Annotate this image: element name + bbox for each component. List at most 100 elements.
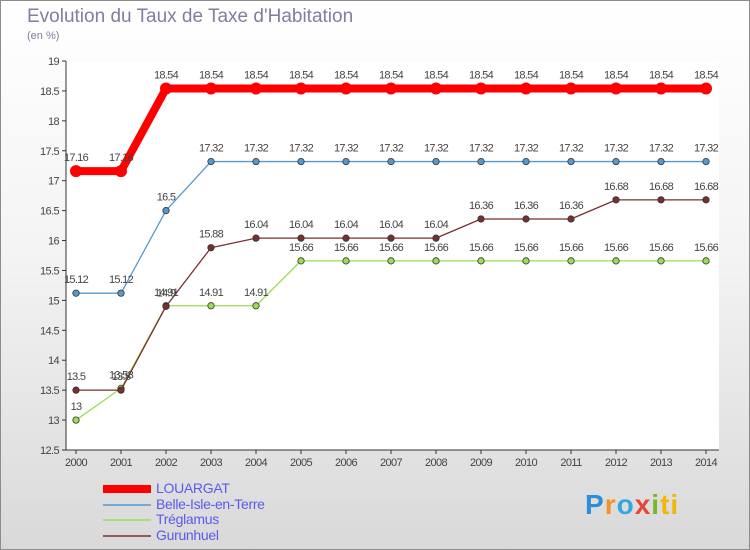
data-label-0: 18.54 <box>469 70 494 82</box>
data-label-1: 17.32 <box>334 143 359 155</box>
series-point-0 <box>565 82 577 95</box>
x-tick-label: 2014 <box>695 457 718 469</box>
data-label-0: 18.54 <box>199 70 224 82</box>
x-tick-label: 2006 <box>335 457 358 469</box>
series-point-1 <box>432 157 440 166</box>
plot-area <box>66 61 719 450</box>
y-tick-label: 17 <box>48 176 60 188</box>
series-point-3 <box>207 244 215 252</box>
series-point-1 <box>702 157 710 166</box>
data-label-1: 17.32 <box>379 143 404 155</box>
series-point-2 <box>207 302 215 310</box>
data-label-2: 15.66 <box>469 242 494 254</box>
data-label-3: 13.5 <box>67 371 86 383</box>
series-point-3 <box>72 386 80 394</box>
data-label-2: 14.91 <box>199 287 224 299</box>
series-point-0 <box>295 82 307 95</box>
data-label-1: 15.12 <box>109 274 134 286</box>
series-point-2 <box>702 257 710 265</box>
data-label-0: 18.54 <box>694 70 719 82</box>
data-label-2: 14.91 <box>154 287 179 299</box>
data-label-0: 18.54 <box>334 70 359 82</box>
y-tick-label: 13 <box>48 415 60 427</box>
data-label-1: 17.32 <box>514 143 539 155</box>
x-tick-label: 2004 <box>245 457 268 469</box>
chart-subtitle: (en %) <box>27 30 60 42</box>
series-point-3 <box>387 234 395 242</box>
chart-title: Evolution du Taux de Taxe d'Habitation <box>27 6 354 27</box>
legend-label-3: Gurunhuel <box>156 527 219 543</box>
data-label-2: 15.66 <box>424 242 449 254</box>
x-tick-label: 2007 <box>380 457 403 469</box>
data-label-3: 16.68 <box>694 181 719 193</box>
x-tick-label: 2009 <box>470 457 493 469</box>
y-tick-label: 18.5 <box>40 86 59 98</box>
series-point-3 <box>297 234 305 242</box>
series-point-3 <box>477 215 485 223</box>
series-point-1 <box>72 289 80 297</box>
data-label-3: 16.68 <box>649 181 674 193</box>
series-point-0 <box>700 82 712 95</box>
series-point-3 <box>522 215 530 223</box>
series-point-0 <box>205 82 217 95</box>
legend-label-1: Belle-Isle-en-Terre <box>156 496 265 512</box>
data-label-3: 16.36 <box>514 200 539 212</box>
data-label-0: 18.54 <box>154 70 179 82</box>
data-label-1: 17.32 <box>289 143 314 155</box>
data-label-2: 15.66 <box>694 242 719 254</box>
series-point-1 <box>477 157 485 166</box>
data-label-2: 15.66 <box>514 242 539 254</box>
proxiti-logo: Proxiti <box>585 489 680 520</box>
y-tick-label: 16.5 <box>40 206 59 218</box>
series-point-1 <box>387 157 395 166</box>
legend-label-2: Tréglamus <box>156 511 219 527</box>
data-label-2: 15.66 <box>649 242 674 254</box>
data-label-1: 15.12 <box>64 274 89 286</box>
series-point-3 <box>567 215 575 223</box>
series-point-1 <box>567 157 575 166</box>
data-label-3: 16.04 <box>379 219 404 231</box>
data-label-3: 16.04 <box>334 219 359 231</box>
data-label-1: 17.32 <box>469 143 494 155</box>
data-label-3: 15.88 <box>199 229 224 241</box>
series-point-1 <box>162 207 170 215</box>
data-label-1: 17.32 <box>694 143 719 155</box>
data-label-0: 18.54 <box>424 70 449 82</box>
data-label-1: 17.32 <box>244 143 269 155</box>
data-label-2: 15.66 <box>334 242 359 254</box>
y-tick-label: 17.5 <box>40 146 59 158</box>
series-point-3 <box>432 234 440 242</box>
series-point-0 <box>610 82 622 95</box>
y-tick-label: 19 <box>48 56 60 68</box>
data-label-3: 16.68 <box>604 181 629 193</box>
data-label-1: 16.5 <box>157 192 176 204</box>
x-tick-label: 2005 <box>290 457 313 469</box>
data-label-2: 15.66 <box>559 242 584 254</box>
data-label-0: 18.54 <box>649 70 674 82</box>
legend-label-0: LOUARGAT <box>156 480 230 496</box>
data-label-0: 18.54 <box>604 70 629 82</box>
data-label-1: 17.32 <box>604 143 629 155</box>
series-point-0 <box>70 165 82 178</box>
series-point-3 <box>252 234 260 242</box>
y-tick-label: 14.5 <box>40 325 59 337</box>
x-tick-label: 2012 <box>605 457 628 469</box>
y-tick-label: 14 <box>48 355 60 367</box>
data-label-0: 18.54 <box>559 70 584 82</box>
series-point-2 <box>522 257 530 265</box>
data-label-2: 13.53 <box>109 369 134 381</box>
data-label-2: 15.66 <box>379 242 404 254</box>
x-tick-label: 2010 <box>515 457 538 469</box>
data-label-2: 14.91 <box>244 287 269 299</box>
data-label-3: 16.04 <box>289 219 314 231</box>
data-label-3: 16.36 <box>469 200 494 212</box>
x-tick-label: 2000 <box>65 457 88 469</box>
series-point-1 <box>207 157 215 166</box>
data-label-2: 15.66 <box>604 242 629 254</box>
data-label-1: 17.32 <box>424 143 449 155</box>
y-tick-label: 15.5 <box>40 265 59 277</box>
series-point-2 <box>297 257 305 265</box>
data-label-3: 16.04 <box>424 219 449 231</box>
data-label-0: 18.54 <box>514 70 539 82</box>
